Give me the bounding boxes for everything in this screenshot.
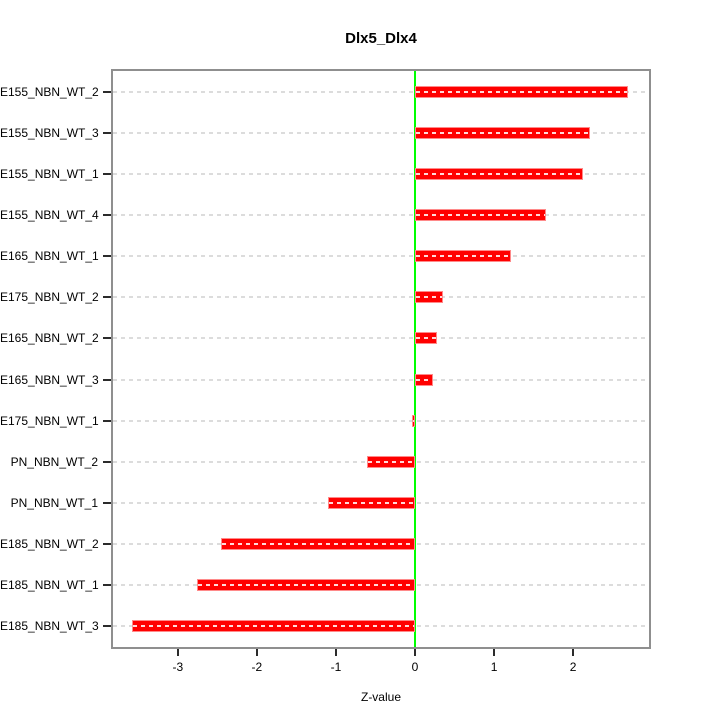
category-label: E175_NBN_WT_1 <box>0 413 99 428</box>
category-label: E165_NBN_WT_3 <box>0 372 99 387</box>
row-gridline <box>113 378 649 381</box>
category-label: PN_NBN_WT_1 <box>10 495 98 510</box>
row-gridline <box>113 214 649 217</box>
x-tick-label: 1 <box>490 660 498 674</box>
plot-frame <box>111 69 651 649</box>
bar <box>414 86 629 98</box>
x-axis-tick <box>255 649 258 656</box>
x-tick-label: 2 <box>569 660 577 674</box>
bar <box>196 578 415 591</box>
row-gridline <box>113 337 649 340</box>
row-gridline <box>113 173 649 176</box>
y-axis-tick <box>103 255 111 258</box>
x-tick-label: -1 <box>330 660 342 674</box>
x-axis-tick <box>176 649 179 656</box>
bar <box>414 127 591 140</box>
category-label: E155_NBN_WT_1 <box>0 167 99 182</box>
y-axis-tick <box>103 419 111 422</box>
category-label: E185_NBN_WT_1 <box>0 577 99 592</box>
bar <box>414 168 584 181</box>
chart-title: Dlx5_Dlx4 <box>345 30 417 47</box>
bar <box>366 455 415 468</box>
bar <box>411 414 415 427</box>
category-label: E185_NBN_WT_3 <box>0 619 99 633</box>
x-axis-tick <box>572 649 575 656</box>
y-axis-tick <box>103 583 111 586</box>
y-axis-tick <box>103 501 111 504</box>
x-axis-title: Z-value <box>360 690 401 704</box>
category-label: E175_NBN_WT_2 <box>0 290 99 305</box>
bar <box>328 496 415 509</box>
category-label: E165_NBN_WT_1 <box>0 249 99 264</box>
bar <box>414 209 547 222</box>
y-axis-tick <box>103 132 111 135</box>
bar <box>414 250 512 263</box>
x-tick-label: -3 <box>172 660 184 674</box>
y-axis-tick <box>103 173 111 176</box>
category-label: E165_NBN_WT_2 <box>0 331 99 346</box>
row-gridline <box>113 419 649 422</box>
category-label: E155_NBN_WT_3 <box>0 126 99 141</box>
bar <box>414 373 434 386</box>
bar <box>414 291 443 304</box>
y-axis-tick <box>103 91 111 93</box>
y-axis-tick <box>103 542 111 545</box>
bar <box>220 537 415 550</box>
x-tick-label: -2 <box>251 660 263 674</box>
row-gridline <box>113 132 649 135</box>
x-axis-tick <box>334 649 337 656</box>
y-axis-tick <box>103 625 111 627</box>
x-tick-label: 0 <box>411 660 419 674</box>
zero-reference-line <box>413 71 416 647</box>
category-label: PN_NBN_WT_2 <box>10 454 98 469</box>
row-gridline <box>113 91 649 93</box>
y-axis-tick <box>103 378 111 381</box>
bar <box>131 620 415 632</box>
y-axis-tick <box>103 337 111 340</box>
category-label: E185_NBN_WT_2 <box>0 536 99 551</box>
category-label: E155_NBN_WT_2 <box>0 85 99 99</box>
category-label: E155_NBN_WT_4 <box>0 208 99 223</box>
x-axis-tick <box>413 649 416 656</box>
row-gridline <box>113 255 649 258</box>
y-axis-tick <box>103 214 111 217</box>
y-axis-tick <box>103 296 111 299</box>
row-gridline <box>113 296 649 299</box>
bar <box>414 332 438 345</box>
y-axis-tick <box>103 460 111 463</box>
x-axis-tick <box>493 649 496 656</box>
